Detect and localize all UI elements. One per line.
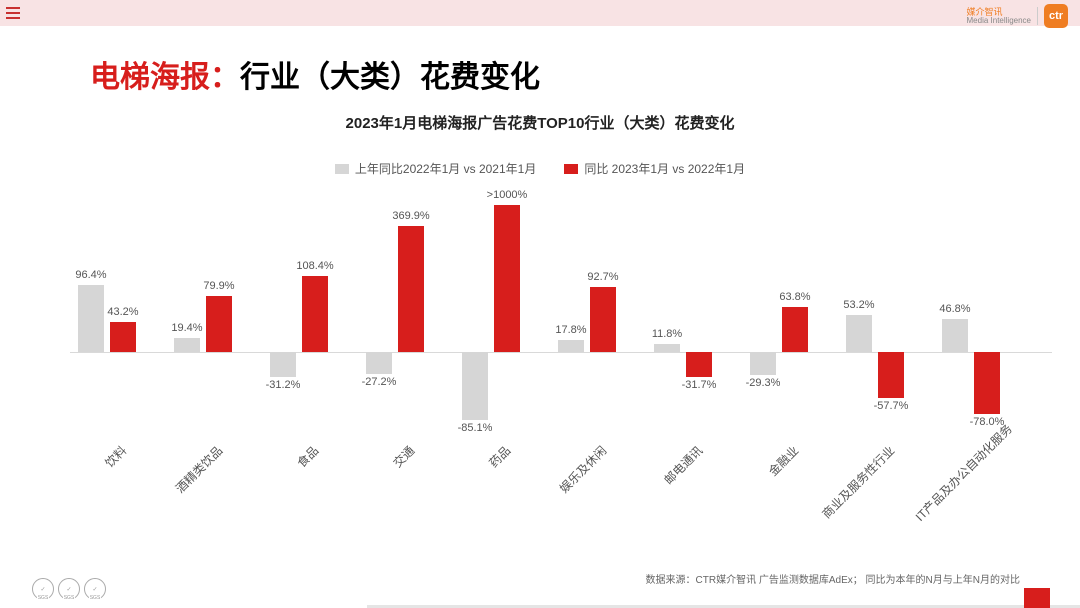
sgs-badge: ✓ <box>32 578 54 600</box>
bar-label: 108.4% <box>285 260 345 272</box>
bar-s2 <box>590 287 616 352</box>
bar-s1 <box>750 352 776 375</box>
category-label: 商业及服务性行业 <box>815 442 898 525</box>
bar-label: 92.7% <box>573 271 633 283</box>
bar-label: 46.8% <box>925 303 985 315</box>
bar-label: -31.7% <box>669 379 729 391</box>
bar-s2 <box>686 352 712 377</box>
bar-label: -31.2% <box>253 379 313 391</box>
bar-s2 <box>878 352 904 398</box>
bar-s1 <box>846 315 872 352</box>
bar-label: -57.7% <box>861 400 921 412</box>
bar-s1 <box>174 338 200 352</box>
legend-label-2: 同比 2023年1月 vs 2022年1月 <box>584 160 745 177</box>
sgs-badge: ✓ <box>84 578 106 600</box>
category-label: 娱乐及休闲 <box>527 442 610 525</box>
bar-s1 <box>558 340 584 352</box>
legend: 上年同比2022年1月 vs 2021年1月 同比 2023年1月 vs 202… <box>0 160 1080 177</box>
bar-label: 43.2% <box>93 306 153 318</box>
bar-s2 <box>302 276 328 352</box>
bar-label: -85.1% <box>445 422 505 434</box>
bar-s2 <box>494 205 520 352</box>
brand-en: Media Intelligence <box>967 17 1031 25</box>
footer-red-block <box>1024 588 1050 608</box>
bar-s1 <box>654 344 680 352</box>
topbar <box>0 0 1080 26</box>
bar-s2 <box>206 296 232 352</box>
brand-logo: ctr <box>1044 4 1068 28</box>
category-label: 酒精类饮品 <box>143 442 226 525</box>
bar-s1 <box>366 352 392 374</box>
source-text: 数据来源：CTR媒介智讯 广告监测数据库AdEx； 同比为本年的N月与上年N月的… <box>646 571 1020 586</box>
title-red: 电梯海报： <box>90 61 240 94</box>
bar-label: 369.9% <box>381 210 441 222</box>
category-label: 药品 <box>431 442 514 525</box>
category-label: 金融业 <box>719 442 802 525</box>
bar-label: 79.9% <box>189 280 249 292</box>
bar-chart: 96.4%43.2%饮料19.4%79.9%酒精类饮品-31.2%108.4%食… <box>70 196 1052 436</box>
footer: 数据来源：CTR媒介智讯 广告监测数据库AdEx； 同比为本年的N月与上年N月的… <box>0 572 1080 608</box>
page-title: 电梯海报：行业（大类）花费变化 <box>90 52 540 96</box>
bar-label: >1000% <box>477 189 537 201</box>
bar-label: 96.4% <box>61 269 121 281</box>
bar-s2 <box>782 307 808 352</box>
legend-swatch-2 <box>564 164 578 174</box>
bar-s1 <box>270 352 296 377</box>
chart-subtitle: 2023年1月电梯海报广告花费TOP10行业（大类）花费变化 <box>0 112 1080 133</box>
bar-label: -27.2% <box>349 376 409 388</box>
legend-item-1: 上年同比2022年1月 vs 2021年1月 <box>335 160 536 177</box>
category-label: IT产品及办公自动化服务 <box>911 442 994 525</box>
title-black: 行业（大类）花费变化 <box>240 61 540 94</box>
category-label: 交通 <box>335 442 418 525</box>
bar-s2 <box>110 322 136 352</box>
menu-icon[interactable] <box>6 4 24 22</box>
legend-item-2: 同比 2023年1月 vs 2022年1月 <box>564 160 745 177</box>
sgs-badge: ✓ <box>58 578 80 600</box>
bar-label: 53.2% <box>829 299 889 311</box>
bar-s2 <box>398 226 424 352</box>
bar-s1 <box>942 319 968 352</box>
bar-label: 63.8% <box>765 291 825 303</box>
category-label: 饮料 <box>47 442 130 525</box>
category-label: 食品 <box>239 442 322 525</box>
brand: 媒介智讯 Media Intelligence ctr <box>967 4 1068 28</box>
bar-label: 11.8% <box>637 328 697 340</box>
bar-s1 <box>462 352 488 420</box>
bar-s1 <box>78 285 104 352</box>
legend-swatch-1 <box>335 164 349 174</box>
sgs-badges: ✓ ✓ ✓ <box>32 578 106 600</box>
bar-s2 <box>974 352 1000 414</box>
category-label: 邮电通讯 <box>623 442 706 525</box>
bar-label: -29.3% <box>733 377 793 389</box>
legend-label-1: 上年同比2022年1月 vs 2021年1月 <box>355 160 536 177</box>
